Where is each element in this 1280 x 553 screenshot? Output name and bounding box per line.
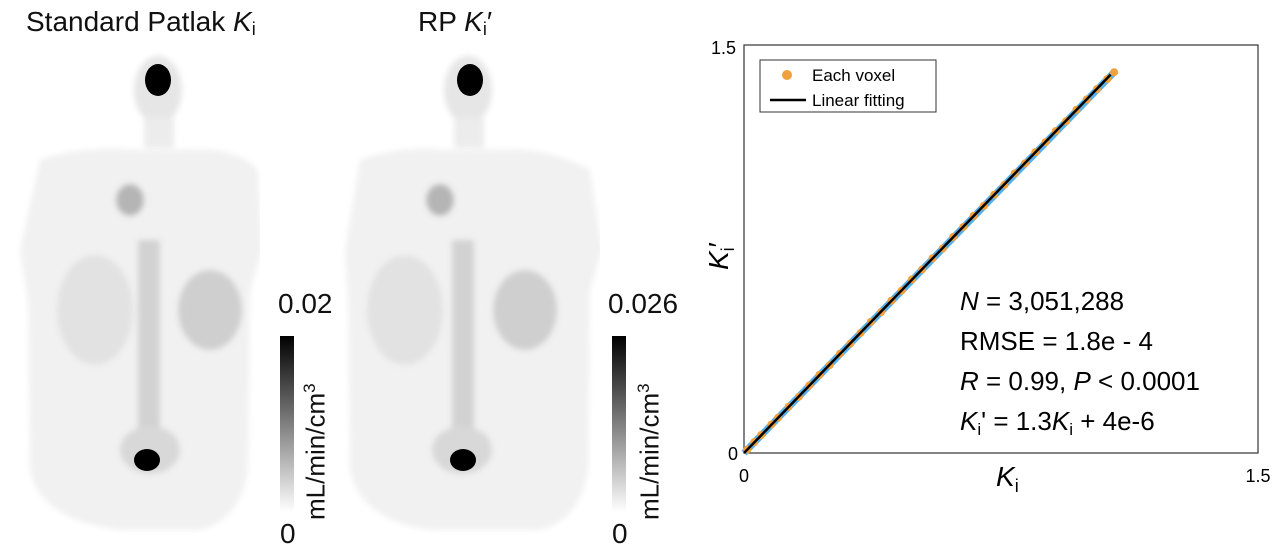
legend: Each voxel Linear fitting [759,59,937,113]
stat-rmse: RMSE = 1.8e - 4 [960,326,1153,356]
left-colorbar-max: 0.02 [278,288,333,319]
left-colorbar-min: 0 [280,518,296,549]
stat-equation: Ki' = 1.3Ki + 4e-6 [960,406,1155,439]
right-colorbar-max: 0.026 [608,288,679,319]
voxel-point-37 [1110,68,1119,77]
linear-fit-line [743,73,1112,454]
right-colorbar [612,336,626,512]
patlak-ki-image [20,56,260,530]
x-tick-right: 1.5 [1245,466,1270,486]
stat-n: N = 3,051,288 [960,286,1124,316]
legend-label-voxel: Each voxel [812,66,895,85]
y-tick-bottom: 0 [728,444,738,464]
right-panel-title: RP Ki′ [418,6,493,39]
left-colorbar [280,336,294,512]
x-tick-left: 0 [739,466,749,486]
y-tick-top: 1.5 [711,38,736,58]
plot-frame [743,44,1259,454]
rp-ki-image [345,56,600,530]
stats-annotation: N = 3,051,288 RMSE = 1.8e - 4 R = 0.99, … [960,286,1200,439]
legend-marker-voxel [782,70,792,80]
right-colorbar-min: 0 [612,518,628,549]
svg-text:Ki′: Ki′ [703,242,738,270]
legend-label-fit: Linear fitting [812,91,905,110]
left-panel-title: Standard Patlak Ki [26,6,256,39]
y-axis-label: Ki′ [703,242,738,270]
stat-r-p: R = 0.99, P < 0.0001 [960,366,1200,396]
x-axis-label: Ki [996,461,1019,496]
